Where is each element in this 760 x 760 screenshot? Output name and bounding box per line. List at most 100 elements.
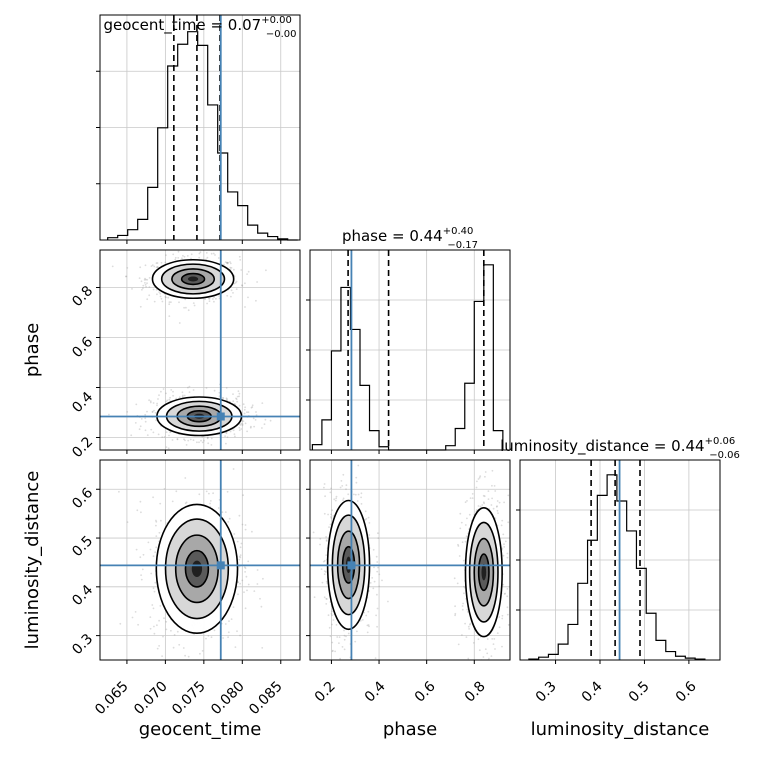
sample-point (174, 258, 177, 261)
sample-point (208, 300, 211, 302)
sample-point (324, 434, 326, 436)
sample-point (244, 528, 247, 531)
sample-point (203, 439, 205, 442)
sample-point (148, 277, 151, 279)
sample-point (324, 571, 327, 573)
sample-point (504, 540, 507, 543)
sample-point (187, 655, 190, 658)
sample-point (359, 619, 362, 622)
axes-frame (99, 14, 301, 241)
xtick-label: 0.4 (579, 678, 606, 705)
sample-point (491, 638, 494, 640)
sample-point (210, 437, 213, 440)
sample-point (108, 413, 110, 416)
sample-point (454, 605, 456, 608)
sample-point (326, 598, 328, 600)
sample-point (158, 394, 160, 397)
sample-point (241, 424, 244, 427)
sample-point (175, 397, 178, 400)
sample-point (156, 647, 159, 650)
sample-point (183, 306, 186, 309)
axes-frame (99, 459, 301, 661)
sample-point (221, 511, 224, 514)
sample-point (377, 532, 379, 535)
density-contour (481, 564, 487, 581)
sample-point (323, 559, 326, 562)
sample-point (238, 404, 241, 407)
sample-point (185, 306, 187, 309)
sample-point (178, 643, 181, 646)
sample-point (341, 485, 344, 487)
sample-point (146, 298, 149, 301)
sample-point (159, 605, 162, 607)
xtick-label: 0.4 (362, 678, 389, 705)
sample-point (162, 635, 164, 638)
sample-point (165, 431, 168, 433)
ytick-label: 0.5 (69, 533, 96, 560)
sample-point (459, 527, 462, 530)
sample-point (241, 284, 243, 287)
sample-point (312, 531, 315, 534)
sample-point (335, 497, 337, 500)
sample-point (183, 438, 185, 441)
sample-point (461, 541, 464, 544)
hist-panel-luminosity-distance (516, 459, 721, 664)
sample-point (243, 408, 246, 411)
sample-point (241, 423, 244, 425)
sample-point (146, 410, 148, 413)
hist-panel-geocent-time (96, 14, 301, 244)
sample-point (217, 257, 220, 259)
sample-point (198, 493, 201, 496)
sample-point (175, 490, 178, 493)
sample-point (149, 548, 152, 551)
sample-point (493, 638, 496, 640)
sample-point (471, 493, 474, 495)
sample-point (247, 583, 250, 586)
sample-point (349, 676, 351, 678)
sample-point (264, 418, 267, 421)
sample-point (506, 595, 509, 598)
histogram-step (107, 31, 298, 241)
sample-point (235, 288, 238, 290)
sample-point (366, 624, 369, 627)
xtick-label: 0.075 (169, 678, 209, 718)
sample-point (364, 518, 367, 521)
sample-point (140, 578, 143, 581)
sample-point (165, 446, 168, 448)
sample-point (323, 512, 326, 515)
sample-point (225, 442, 227, 445)
sample-point (148, 286, 151, 288)
sample-point (149, 627, 152, 630)
sample-point (339, 657, 341, 660)
sample-point (161, 300, 164, 303)
sample-point (150, 428, 153, 431)
sample-point (184, 477, 187, 479)
sample-point (144, 264, 147, 267)
sample-point (182, 242, 184, 244)
sample-point (144, 429, 147, 432)
sample-point (343, 638, 346, 641)
sample-point (111, 265, 114, 268)
sample-point (182, 647, 185, 649)
sample-point (176, 438, 179, 440)
sample-point (241, 579, 244, 582)
sample-point (145, 285, 148, 288)
sample-point (201, 650, 204, 652)
sample-point (153, 409, 155, 412)
sample-point (354, 493, 357, 496)
sample-point (165, 400, 168, 403)
sample-point (497, 512, 499, 515)
sample-point (149, 401, 152, 404)
sample-point (236, 630, 238, 633)
sample-point (338, 636, 341, 638)
sample-point (475, 509, 478, 511)
sample-point (234, 403, 237, 406)
sample-point (263, 423, 266, 426)
sample-point (230, 618, 233, 620)
sample-point (335, 624, 338, 626)
sample-point (226, 436, 229, 439)
sample-point (506, 588, 509, 590)
sample-point (375, 555, 378, 558)
sample-point (341, 646, 344, 648)
sample-point (466, 608, 469, 611)
